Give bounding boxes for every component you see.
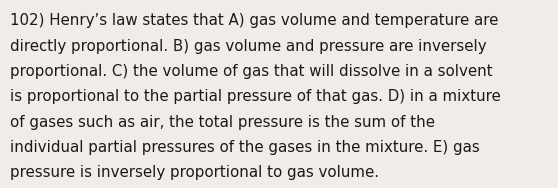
Text: of gases such as air, the total pressure is the sum of the: of gases such as air, the total pressure… (10, 115, 435, 130)
Text: individual partial pressures of the gases in the mixture. E) gas: individual partial pressures of the gase… (10, 140, 480, 155)
Text: is proportional to the partial pressure of that gas. D) in a mixture: is proportional to the partial pressure … (10, 89, 501, 104)
Text: 102) Henry’s law states that A) gas volume and temperature are: 102) Henry’s law states that A) gas volu… (10, 13, 498, 28)
Text: directly proportional. B) gas volume and pressure are inversely: directly proportional. B) gas volume and… (10, 39, 487, 54)
Text: proportional. C) the volume of gas that will dissolve in a solvent: proportional. C) the volume of gas that … (10, 64, 493, 79)
Text: pressure is inversely proportional to gas volume.: pressure is inversely proportional to ga… (10, 165, 379, 180)
